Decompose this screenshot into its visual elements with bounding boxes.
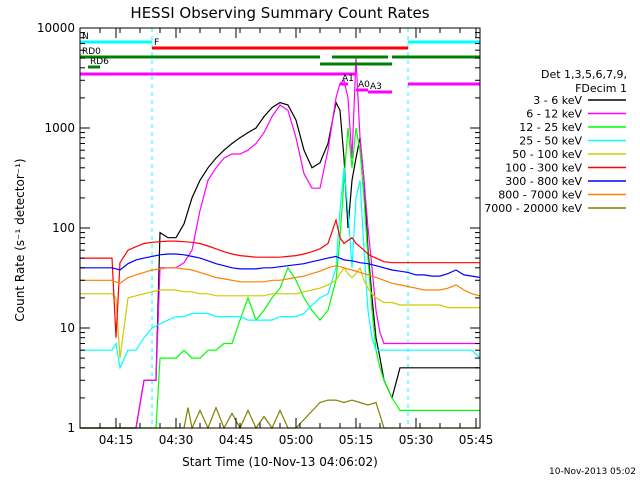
series-line-7 — [80, 265, 481, 297]
legend-header-line-1: Det 1,3,5,6,7,9, — [541, 68, 627, 81]
series-line-2 — [80, 127, 480, 429]
series-line-6 — [80, 253, 481, 279]
legend-label-0: 3 - 6 keV — [533, 94, 582, 107]
flag-label-1: F — [154, 38, 159, 48]
x-tick-label-1: 04:30 — [159, 433, 194, 447]
flag-label-2: RD0 — [82, 47, 101, 57]
x-tick-label-2: 04:45 — [219, 433, 254, 447]
y-tick-label-1: 10 — [60, 321, 75, 335]
flag-label-6: A1 — [342, 74, 354, 84]
legend-label-7: 800 - 7000 keV — [498, 189, 582, 202]
series-line-4 — [80, 266, 480, 359]
series-line-0 — [80, 100, 480, 429]
series-line-3 — [80, 167, 481, 370]
x-tick-label-4: 05:15 — [339, 433, 374, 447]
x-axis-label: Start Time (10-Nov-13 04:06:02) — [182, 455, 378, 469]
legend-label-8: 7000 - 20000 keV — [484, 202, 582, 215]
series-line-5 — [80, 217, 480, 338]
flag-label-8: A3 — [370, 82, 382, 92]
y-axis-label: Count Rate (s⁻¹ detector⁻¹) — [13, 158, 27, 321]
legend-label-2: 12 - 25 keV — [519, 121, 582, 134]
series-line-1 — [80, 58, 480, 429]
chart-title: HESSI Observing Summary Count Rates — [130, 4, 429, 22]
y-tick-label-0: 1 — [67, 421, 75, 435]
legend-label-5: 100 - 300 keV — [505, 162, 582, 175]
legend-label-4: 50 - 100 keV — [512, 148, 582, 161]
legend-label-1: 6 - 12 keV — [526, 108, 582, 121]
flag-label-7: A0 — [358, 80, 370, 90]
legend-label-6: 300 - 800 keV — [505, 175, 582, 188]
legend-label-3: 25 - 50 keV — [519, 135, 582, 148]
y-tick-label-3: 1000 — [44, 121, 75, 135]
flag-label-3: RD6 — [90, 57, 109, 67]
x-tick-label-6: 05:45 — [459, 433, 494, 447]
x-tick-label-5: 05:30 — [399, 433, 434, 447]
plot-timestamp: 10-Nov-2013 05:02 — [549, 467, 636, 477]
y-tick-label-4: 10000 — [37, 21, 75, 35]
legend-header-line-2: FDecim 1 — [575, 82, 627, 95]
flag-label-0: N — [82, 32, 89, 42]
x-tick-label-3: 05:00 — [279, 433, 314, 447]
x-tick-label-0: 04:15 — [99, 433, 134, 447]
y-tick-label-2: 100 — [52, 221, 75, 235]
